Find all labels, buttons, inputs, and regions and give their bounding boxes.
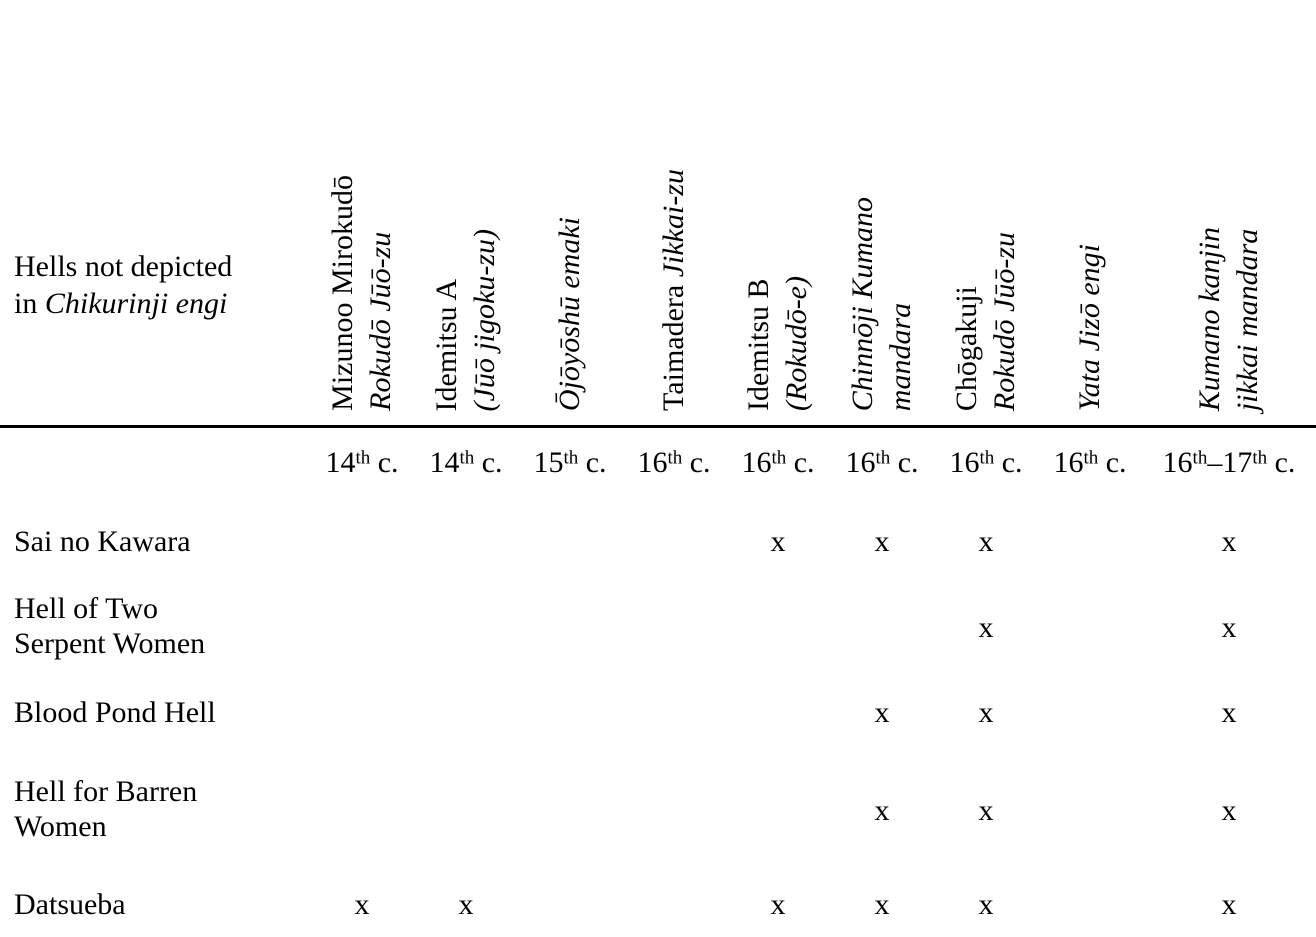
- mark-cell: [622, 773, 726, 873]
- mark-cell: x: [458, 887, 474, 921]
- mark-cell: [1038, 873, 1142, 937]
- corner-title-line2: in Chikurinji engi: [14, 287, 228, 320]
- mark-cell: x: [978, 887, 994, 921]
- row-label: Sai no Kawara: [14, 524, 191, 558]
- mark-cell: x: [978, 793, 994, 827]
- mark-cell: [518, 773, 622, 873]
- row-label: Datsueba: [14, 887, 126, 921]
- rotated-label: Idemitsu B (Rokudō-e): [742, 276, 813, 411]
- column-header-chinnoji-kumano-mandara: Chinnōji Kumano mandara: [830, 0, 934, 428]
- mark-cell: [1038, 688, 1142, 773]
- mark-cell: x: [874, 695, 890, 729]
- mark-cell: [518, 507, 622, 585]
- mark-cell: x: [874, 524, 890, 558]
- corner-title: Hells not depicted in Chikurinji engi: [0, 0, 310, 428]
- column-header-mizunoo-mirokudo: Mizunoo Mirokudō Rokudō Jūō-zu: [310, 0, 414, 428]
- century-cell: 16th c.: [1053, 446, 1127, 479]
- mark-cell: x: [1221, 793, 1237, 827]
- century-cell: 14th c.: [429, 446, 503, 479]
- mark-cell: [414, 688, 518, 773]
- column-header-idemitsu-a: Idemitsu A (Jūō jigoku-zu): [414, 0, 518, 428]
- century-row-spacer: [0, 427, 310, 507]
- mark-cell: [622, 507, 726, 585]
- mark-cell: x: [1221, 524, 1237, 558]
- mark-cell: x: [1221, 610, 1237, 644]
- century-cell: 16th–17th c.: [1162, 446, 1296, 479]
- century-cell: 14th c.: [325, 446, 399, 479]
- row-label: Hell of Two Serpent Women: [14, 591, 206, 660]
- row-hell-for-barren-women: Hell for Barren Women x x x: [0, 773, 1316, 873]
- mark-cell: [726, 688, 830, 773]
- row-label: Hell for Barren Women: [14, 774, 198, 843]
- mark-cell: x: [978, 610, 994, 644]
- mark-cell: [1038, 773, 1142, 873]
- rotated-label: Taimadera Jikkai-zu: [657, 169, 690, 411]
- century-cell: 15th c.: [533, 446, 607, 479]
- rotated-label: Idemitsu A (Jūō jigoku-zu): [430, 228, 501, 411]
- header-row: Hells not depicted in Chikurinji engi Miz…: [0, 0, 1316, 428]
- mark-cell: [414, 773, 518, 873]
- century-cell: 16th c.: [949, 446, 1023, 479]
- row-datsueba: Datsueba x x x x x x: [0, 873, 1316, 937]
- mark-cell: [1038, 585, 1142, 688]
- mark-cell: [310, 688, 414, 773]
- row-blood-pond-hell: Blood Pond Hell x x x: [0, 688, 1316, 773]
- rotated-label: Kumano kanjin jikkai mandara: [1193, 226, 1264, 411]
- mark-cell: x: [978, 695, 994, 729]
- mark-cell: [622, 688, 726, 773]
- mark-cell: x: [1221, 695, 1237, 729]
- mark-cell: x: [770, 887, 786, 921]
- mark-cell: [1038, 507, 1142, 585]
- row-sai-no-kawara: Sai no Kawara x x x x: [0, 507, 1316, 585]
- mark-cell: x: [874, 793, 890, 827]
- mark-cell: [622, 873, 726, 937]
- mark-cell: x: [874, 887, 890, 921]
- row-hell-of-two-serpent-women: Hell of Two Serpent Women x x: [0, 585, 1316, 688]
- mark-cell: x: [770, 524, 786, 558]
- mark-cell: [518, 688, 622, 773]
- rotated-label: Chōgakuji Rokudō Jūō-zu: [950, 231, 1021, 411]
- mark-cell: [518, 873, 622, 937]
- column-header-taimadera-jikkai-zu: Taimadera Jikkai-zu: [622, 0, 726, 428]
- century-cell: 16th c.: [845, 446, 919, 479]
- mark-cell: [310, 507, 414, 585]
- mark-cell: [830, 585, 934, 688]
- mark-cell: [310, 773, 414, 873]
- corner-title-line1: Hells not depicted: [14, 250, 233, 283]
- column-header-chogakuji: Chōgakuji Rokudō Jūō-zu: [934, 0, 1038, 428]
- mark-cell: [726, 773, 830, 873]
- rotated-label: Mizunoo Mirokudō Rokudō Jūō-zu: [326, 175, 397, 411]
- century-row: 14th c. 14th c. 15th c. 16th c. 16th c. …: [0, 427, 1316, 507]
- row-label: Blood Pond Hell: [14, 695, 216, 729]
- column-header-yata-jizo-engi: Yata Jizō engi: [1038, 0, 1142, 428]
- rotated-label: Chinnōji Kumano mandara: [846, 196, 917, 411]
- column-header-ojoyoshu-emaki: Ōjōyōshū emaki: [518, 0, 622, 428]
- mark-cell: [414, 507, 518, 585]
- mark-cell: x: [978, 524, 994, 558]
- mark-cell: [518, 585, 622, 688]
- mark-cell: [414, 585, 518, 688]
- century-cell: 16th c.: [741, 446, 815, 479]
- mark-cell: [726, 585, 830, 688]
- rotated-label: Yata Jizō engi: [1073, 243, 1106, 411]
- column-header-idemitsu-b: Idemitsu B (Rokudō-e): [726, 0, 830, 428]
- mark-cell: [622, 585, 726, 688]
- mark-cell: x: [1221, 887, 1237, 921]
- mark-cell: x: [354, 887, 370, 921]
- rotated-label: Ōjōyōshū emaki: [553, 216, 586, 411]
- column-header-kumano-kanjin-jikkai-mandara: Kumano kanjin jikkai mandara: [1142, 0, 1316, 428]
- century-cell: 16th c.: [637, 446, 711, 479]
- mark-cell: [310, 585, 414, 688]
